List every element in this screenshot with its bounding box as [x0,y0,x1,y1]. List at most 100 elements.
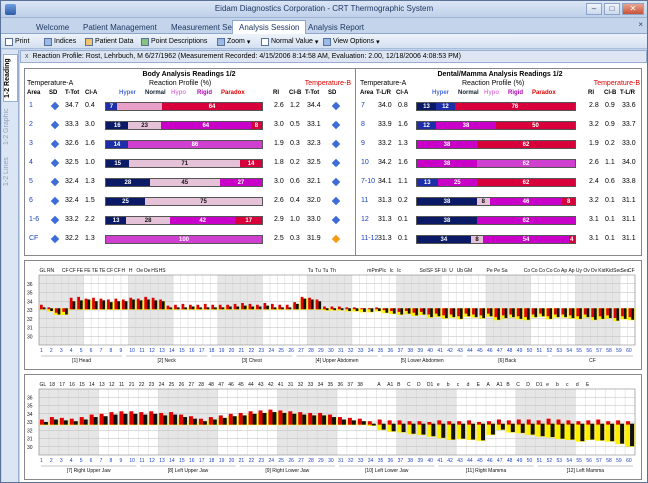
body-row[interactable]: 4 32.5 1.0 15 71 14 1.8 0.2 32.5 [25,158,353,169]
series-a-bar [472,308,475,315]
reaction-segment: 38 [417,141,478,148]
patient-data-button[interactable]: Patient Data [85,36,134,47]
series-b-bar [397,423,407,433]
series-a-bar [256,304,259,310]
series-a-bar [99,298,103,310]
point-number-label: 33 [358,458,364,464]
close-profile-icon[interactable]: x [25,53,29,60]
minimize-button[interactable]: – [586,3,602,15]
series-b-dark-bar [623,308,627,319]
tab-measurement-session[interactable]: Measurement Session [171,23,251,32]
reaction-bar: 7 64 [105,102,263,111]
point-number-label: 26 [288,348,294,354]
series-b-dark-bar [490,423,495,435]
series-b-dark-bar [176,307,180,310]
area-value: CF [29,235,39,242]
dental-row[interactable]: 8 33.9 1.6 12 38 50 3.2 0.9 33.7 [358,120,642,131]
sd-b-diamond-icon [331,158,341,168]
series-a-bar [298,412,303,425]
series-b-dark-bar [556,308,560,318]
body-row[interactable]: 5 32.4 1.3 28 45 27 3.0 0.6 32.1 [25,177,353,188]
point-number-label: 51 [537,348,543,354]
series-a-bar [427,308,431,315]
normal-value-dropdown[interactable]: Normal Value ▾ [261,36,318,47]
body-row[interactable]: 1 34.7 0.4 7 64 2.6 1.2 34.4 [25,101,353,112]
series-a-bar [467,420,472,425]
dental-row[interactable]: 9 33.2 1.3 38 62 1.9 0.2 33.0 [358,139,642,150]
group-label: CF [589,358,596,364]
dental-row[interactable]: 11 31.3 0.2 38 8 46 8 3.2 0.1 31.1 [358,196,642,207]
body-row[interactable]: 3 32.6 1.6 14 86 1.9 0.3 32.3 [25,139,353,150]
point-number-label: 46 [487,348,493,354]
reaction-segment: 7 [106,103,117,110]
body-row[interactable]: 6 32.4 1.5 25 75 2.6 0.4 32.0 [25,196,353,207]
point-number-label: 13 [159,458,165,464]
close-button[interactable]: ✕ [622,3,644,15]
point-number-label: 51 [537,458,543,464]
series-a-bar [218,304,222,310]
dental-temp-b-label: Temperature-B [593,80,640,87]
dental-row[interactable]: 7 34.0 0.8 13 12 76 2.8 0.9 33.6 [358,101,642,112]
side-tab-lines[interactable]: 1-2 Lines [3,157,10,187]
series-a-bar [139,412,144,425]
print-button[interactable]: Print [5,36,29,47]
reaction-bar: 13 25 62 [416,178,576,187]
dental-col-tlr-b: T-L/R [620,90,635,96]
point-number-label: 40 [427,458,433,464]
dental-row[interactable]: 7-10 34.1 1.1 13 25 62 2.4 0.6 33.8 [358,177,642,188]
body-row[interactable]: 2 33.3 3.0 16 23 64 8 3.0 0.5 33.1 [25,120,353,131]
point-code-label: Co [546,268,553,274]
reaction-segment: 28 [106,179,150,186]
point-code-label: Ic [382,268,386,274]
series-a-bar [159,299,162,310]
point-number-label: 32 [348,348,354,354]
body-row[interactable]: 1-6 33.2 2.2 13 28 42 17 2.9 1.0 33.0 [25,215,353,226]
dental-row[interactable]: 10 34.2 1.6 38 62 2.6 1.1 34.0 [358,158,642,169]
point-code-label: Pe [494,268,500,274]
series-b-dark-bar [65,308,68,315]
dental-row[interactable]: 12 31.3 0.1 38 62 3.1 0.1 31.1 [358,215,642,226]
point-number-label: 21 [239,348,245,354]
ri-value: 3.0 [274,178,284,185]
series-b-dark-bar [421,423,426,435]
dental-row[interactable]: 11-12 31.3 0.1 34 8 54 4 3.1 0.1 31.1 [358,234,642,245]
reaction-bar: 28 45 27 [105,178,263,187]
y-tick-label: 31 [27,437,33,443]
series-a-bar [583,308,587,315]
title-bar[interactable]: Eidam Diagnostics Corporation - CRT Ther… [1,1,647,18]
series-a-bar [69,418,74,425]
series-b-dark-bar [520,423,525,433]
tab-analysis-report[interactable]: Analysis Report [308,23,365,32]
ri-value: 1.9 [274,140,284,147]
ttot-b-value: 32.5 [307,159,321,166]
maximize-button[interactable]: □ [604,3,620,15]
side-tab-reading[interactable]: 1-2 Reading [3,54,18,102]
view-options-dropdown[interactable]: View Options ▾ [323,36,380,47]
series-a-bar [226,304,229,310]
reaction-segment: 75 [145,198,262,205]
series-b-dark-bar [102,300,106,310]
close-tab-icon[interactable]: × [638,20,643,29]
point-number-label: 1 [40,458,43,464]
series-a-bar [62,308,66,312]
clb-value: 0.1 [605,197,615,204]
sd-b-diamond-icon [331,196,341,206]
series-a-bar [347,417,352,425]
body-row[interactable]: CF 32.2 1.3 100 2.5 0.3 31.9 [25,234,353,245]
series-a-bar [576,421,581,425]
point-descriptions-button[interactable]: Point Descriptions [141,36,207,47]
side-tab-graphic[interactable]: 1-2 Graphic [3,108,10,146]
point-code-label: Co [539,268,546,274]
reaction-segment: 12 [435,103,455,110]
series-a-bar [606,421,611,425]
series-b-dark-bar [288,307,292,310]
tab-analysis-session[interactable]: Analysis Session [232,20,307,34]
dental-col-paradox: Paradox [532,90,556,96]
zoom-dropdown[interactable]: Zoom ▾ [217,36,250,47]
tab-patient-management[interactable]: Patient Management [83,23,157,32]
point-number-label: 55 [576,348,582,354]
indices-button[interactable]: Indices [44,36,76,47]
point-number-label: 25 [278,458,284,464]
tab-welcome[interactable]: Welcome [36,23,70,32]
dental-col-normal: Normal [458,90,479,96]
